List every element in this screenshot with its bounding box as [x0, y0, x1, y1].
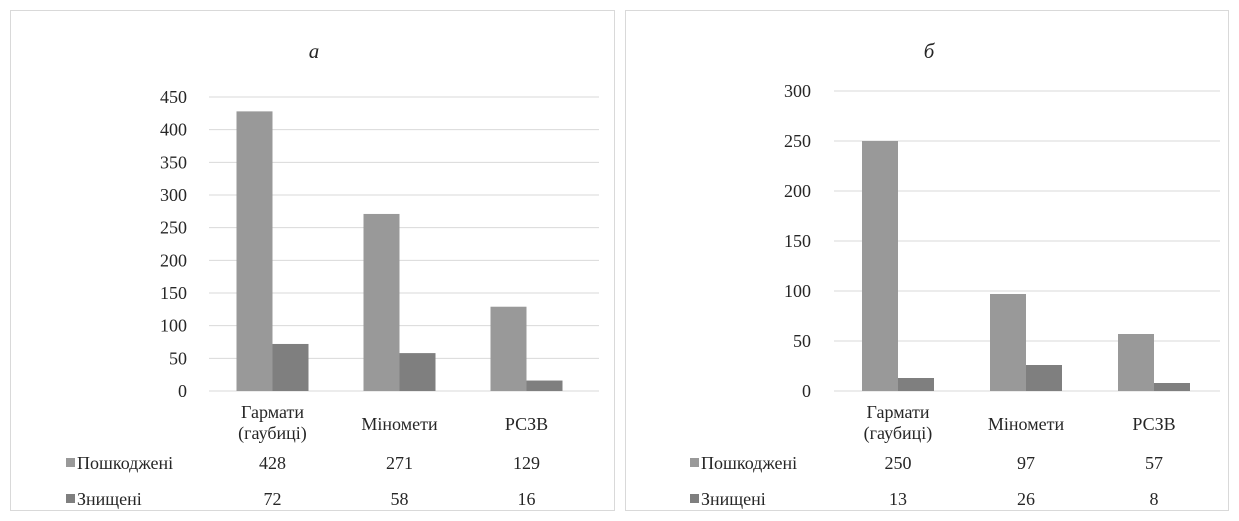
chart-a-y-tick: 50 [169, 348, 187, 368]
chart-a-y-tick: 450 [160, 87, 187, 107]
chart-b-legend-swatch [690, 494, 699, 503]
chart-a-bar-damaged [363, 213, 400, 391]
chart-b-x-tick: Гармати [867, 402, 930, 422]
chart-a-y-tick: 250 [160, 218, 187, 238]
chart-a-bar-destroyed [272, 343, 309, 391]
chart-b-y-tick: 300 [784, 81, 811, 101]
chart-a-legend-swatch [66, 494, 75, 503]
chart-a-legend-label: Пошкоджені [77, 453, 173, 473]
chart-a-y-tick: 300 [160, 185, 187, 205]
chart-a-y-tick: 400 [160, 120, 187, 140]
chart-b-title: б [924, 39, 936, 63]
chart-b-x-tick-line2: (гаубиці) [864, 423, 933, 444]
chart-b-bar-damaged [1118, 334, 1154, 391]
chart-a-table-value: 16 [518, 489, 536, 509]
chart-b-bar-destroyed [1026, 365, 1062, 391]
chart-a: а 0 50 100 150 200 250 300 350 400 450 428 72 Гармати… [66, 39, 599, 509]
chart-b-table-value: 57 [1145, 453, 1163, 473]
chart-a-table-value: 271 [386, 453, 413, 473]
chart-b-table-value: 26 [1017, 489, 1035, 509]
chart-b-y-tick: 50 [793, 331, 811, 351]
chart-a-x-tick-line2: (гаубиці) [238, 423, 307, 444]
chart-b-y-tick: 0 [802, 381, 811, 401]
chart-a-bar-damaged [236, 111, 273, 391]
chart-b-bar-destroyed [1154, 383, 1190, 391]
chart-b: б 0 50 100 150 200 250 300 250 13 Гармати(гаубиці)… [690, 39, 1220, 509]
chart-a-y-tick: 350 [160, 152, 187, 172]
chart-b-legend-swatch [690, 458, 699, 467]
chart-b-legend-label: Знищені [701, 489, 766, 509]
chart-a-table-value: 129 [513, 453, 540, 473]
chart-a-x-tick: Гармати [241, 402, 304, 422]
chart-b-x-tick: РСЗВ [1132, 414, 1175, 434]
chart-a-bar-destroyed [399, 353, 436, 391]
chart-b-bar-destroyed [898, 378, 934, 391]
chart-a-y-tick: 150 [160, 283, 187, 303]
chart-a-bar-destroyed [526, 380, 563, 391]
chart-b-y-tick: 100 [784, 281, 811, 301]
chart-b-table-value: 13 [889, 489, 907, 509]
chart-b-y-tick: 250 [784, 131, 811, 151]
chart-a-table-value: 428 [259, 453, 286, 473]
chart-b-y-tick: 150 [784, 231, 811, 251]
chart-b-table-value: 250 [885, 453, 912, 473]
chart-a-bar-damaged [490, 306, 527, 391]
chart-a-y-tick: 100 [160, 316, 187, 336]
chart-a-legend-swatch [66, 458, 75, 467]
chart-b-table-value: 8 [1150, 489, 1159, 509]
chart-a-legend-label: Знищені [77, 489, 142, 509]
chart-panel-b: б 0 50 100 150 200 250 300 250 13 Гармати (гаубиці)… [625, 10, 1229, 511]
chart-a-y-tick: 200 [160, 250, 187, 270]
chart-a-table-value: 58 [391, 489, 409, 509]
chart-a-x-tick: РСЗВ [505, 414, 548, 434]
chart-b-table-value: 97 [1017, 453, 1035, 473]
chart-b-bar-damaged [990, 294, 1026, 391]
chart-b-bar-damaged [862, 141, 898, 391]
chart-a-x-tick: Міномети [361, 414, 438, 434]
chart-panel-a: а 0 50 100 150 200 250 300 350 400 450 428 72 Гармати… [10, 10, 615, 511]
chart-a-y-tick: 0 [178, 381, 187, 401]
chart-a-title: а [309, 39, 320, 63]
chart-a-table-value: 72 [264, 489, 282, 509]
chart-b-x-tick: Міномети [988, 414, 1065, 434]
chart-b-y-tick: 200 [784, 181, 811, 201]
chart-b-legend-label: Пошкоджені [701, 453, 797, 473]
